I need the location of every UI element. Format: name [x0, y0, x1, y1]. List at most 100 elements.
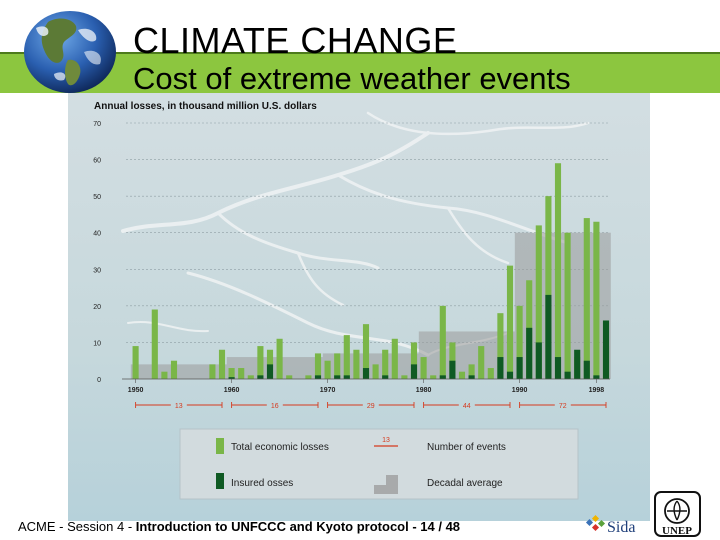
chart-panel: Annual losses, in thousand million U.S. …	[68, 93, 650, 521]
legend: Total economic losses 13 Number of event…	[179, 428, 579, 500]
total-loss-bar	[228, 368, 235, 379]
insured-loss-bar	[228, 377, 235, 379]
total-loss-bar	[238, 368, 245, 379]
slide-subtitle: Cost of extreme weather events	[133, 61, 571, 96]
total-loss-bar	[247, 375, 254, 379]
decadal-average-bar	[226, 357, 323, 379]
total-loss-bar	[593, 221, 600, 379]
total-loss-bar	[497, 313, 504, 379]
total-loss-bar	[535, 225, 542, 379]
partner-logos: Sida UNEP	[585, 491, 701, 537]
insured-loss-bar	[535, 342, 542, 379]
svg-text:Sida: Sida	[607, 519, 635, 536]
insured-loss-bar	[506, 371, 514, 379]
footer-session: ACME - Session 4 -	[18, 519, 136, 534]
total-loss-bar	[391, 338, 398, 379]
total-loss-bar	[382, 349, 389, 379]
insured-loss-bar	[382, 375, 389, 379]
total-loss-bar	[218, 349, 226, 379]
insured-loss-bar	[362, 368, 370, 379]
lightning-decoration	[121, 111, 590, 357]
total-loss-bar	[458, 371, 466, 379]
total-loss-bar	[545, 196, 552, 379]
total-loss-bar	[170, 360, 178, 379]
total-loss-bar	[430, 375, 437, 379]
total-loss-bar	[583, 218, 590, 379]
insured-loss-bar	[593, 375, 600, 379]
insured-loss-bar	[468, 375, 475, 379]
total-loss-bar	[487, 368, 494, 379]
insured-loss-bar	[266, 364, 274, 379]
y-tick-label: 50	[93, 194, 101, 201]
globe-icon	[24, 11, 116, 93]
total-loss-bar	[439, 305, 446, 379]
x-tick-label: 1970	[320, 387, 336, 394]
total-loss-bar	[314, 353, 322, 379]
insured-loss-bar	[314, 375, 322, 379]
total-loss-bar	[554, 163, 562, 379]
total-loss-bar	[478, 346, 485, 379]
legend-label-average: Decadal average	[427, 478, 503, 489]
total-loss-bar	[257, 346, 264, 379]
total-loss-bar	[343, 335, 350, 379]
footer: ACME - Session 4 - Introduction to UNFCC…	[18, 519, 460, 534]
insured-loss-bar	[257, 375, 264, 379]
footer-course: Introduction to UNFCCC and Kyoto protoco…	[135, 519, 461, 534]
total-loss-bar	[305, 375, 312, 379]
y-tick-label: 0	[97, 377, 101, 384]
insured-loss-bar	[334, 375, 341, 379]
total-loss-bar	[468, 364, 475, 379]
total-loss-bar	[420, 357, 427, 379]
total-loss-bar	[324, 360, 331, 379]
legend-swatch-insured	[216, 473, 224, 489]
y-tick-label: 70	[93, 121, 101, 128]
x-tick-label: 1990	[512, 387, 528, 394]
events-count-label: 44	[463, 403, 471, 410]
total-loss-bar	[362, 324, 370, 379]
x-tick-label: 1980	[416, 387, 432, 394]
legend-label-events: Number of events	[427, 442, 506, 453]
total-loss-bar	[276, 338, 283, 379]
unep-logo: UNEP	[654, 491, 701, 537]
events-count-label: 13	[175, 403, 183, 410]
total-loss-bar	[401, 375, 408, 379]
legend-label-insured: Insured osses	[231, 478, 293, 489]
insured-loss-bar	[564, 371, 571, 379]
legend-events-sample: 13	[382, 437, 390, 444]
slide-title: CLIMATE CHANGE	[133, 20, 458, 61]
legend-swatch-total	[216, 438, 224, 454]
insured-loss-bar	[574, 349, 581, 379]
total-loss-bar	[334, 353, 341, 379]
total-loss-bar	[564, 232, 571, 379]
y-tick-label: 40	[93, 231, 101, 238]
events-count-label: 72	[559, 403, 567, 410]
insured-loss-bar	[545, 294, 552, 379]
total-loss-bar	[353, 349, 360, 379]
total-loss-bar	[132, 346, 139, 379]
svg-text:UNEP: UNEP	[662, 525, 692, 537]
sida-logo: Sida	[585, 514, 635, 536]
total-loss-bar	[209, 364, 216, 379]
total-loss-bar	[372, 364, 379, 379]
legend-swatch-average	[374, 475, 398, 494]
insured-loss-bar	[602, 320, 610, 379]
y-axis-title: Annual losses, in thousand million U.S. …	[94, 101, 317, 112]
total-loss-bar	[151, 309, 158, 379]
x-tick-label: 1950	[128, 387, 144, 394]
y-tick-label: 30	[93, 267, 101, 274]
insured-loss-bar	[439, 375, 446, 379]
insured-loss-bar	[583, 360, 590, 379]
events-count-label: 29	[367, 403, 375, 410]
total-loss-bar	[516, 305, 523, 379]
insured-loss-bar	[516, 357, 523, 379]
header-band	[0, 53, 720, 93]
chart: Annual losses, in thousand million U.S. …	[68, 93, 650, 521]
insured-loss-bar	[410, 364, 418, 379]
x-tick-label: 1998	[589, 387, 605, 394]
x-tick-label: 1960	[224, 387, 240, 394]
insured-loss-bar	[343, 375, 350, 379]
total-loss-bar	[161, 371, 168, 379]
events-count-label: 16	[271, 403, 279, 410]
y-tick-label: 60	[93, 158, 101, 165]
total-loss-bar	[286, 375, 293, 379]
